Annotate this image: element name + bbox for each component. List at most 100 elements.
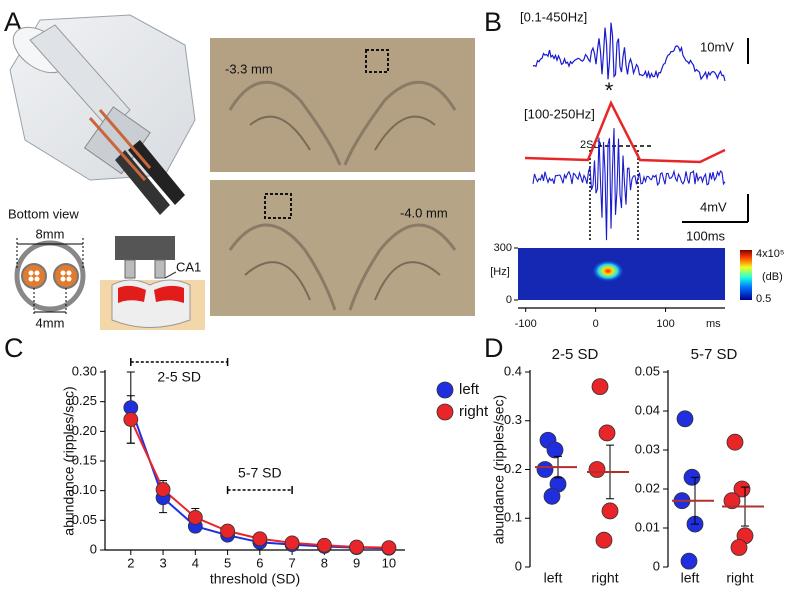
envelope [524,99,726,164]
data-point [543,487,561,505]
y-tick-label: 0.04 [635,402,660,417]
brain-slice [210,38,475,172]
y-tick-label: 0.1 [504,510,522,525]
y-tick-label: 0.05 [635,363,660,378]
x-tick-label: 2 [127,555,134,570]
data-point [381,540,397,556]
data-point [220,523,235,539]
panel-label: B [484,7,502,37]
data-point [730,539,748,556]
bottom-view-diagram [14,238,86,316]
data-point [680,552,698,570]
dimension-label: 4mm [36,315,65,330]
data-point [591,378,609,396]
panel-label: D [484,333,504,363]
y-tick-label: 0.03 [635,441,660,456]
x-tick-label: 8 [321,555,328,570]
y-axis-label: abundance (ripples/sec) [61,386,77,535]
device-drawing [9,14,196,215]
x-tick-label: 3 [159,555,166,570]
data-point [601,502,619,520]
series-line [129,419,389,549]
data-point [588,461,606,478]
legend-label: left [459,381,480,398]
legend-swatch [436,403,454,421]
y-tick-label: 0 [506,294,512,306]
y-tick-label: 0.4 [504,363,522,378]
y-axis-label: abundance (ripples/sec) [491,395,507,544]
raw-trace [532,22,726,82]
y-tick-label: 0.15 [72,452,97,467]
y-tick-label: 0.3 [504,412,522,427]
data-point [723,492,741,510]
brain-schematic [100,236,205,330]
x-tick-label: 6 [256,555,263,570]
chart-title: 5-7 SD [691,346,738,363]
data-point [252,531,268,547]
y-tick-label: 0 [515,558,522,573]
colorbar [740,250,752,300]
data-point [726,433,744,451]
colorbar-label: 4x10⁵ [756,248,784,260]
scale-label: 10mV [700,39,734,54]
x-tick-label: 4 [192,555,199,570]
legend-label: right [459,403,489,420]
trace-label: [100-250Hz] [524,106,595,121]
panel-label: A [4,7,22,37]
slice-label: -3.3 mm [225,61,273,76]
x-tick-label: 7 [288,555,295,570]
legend-swatch [436,381,454,399]
dimension-label: 8mm [36,226,65,241]
slice-label: -4.0 mm [400,205,448,220]
y-tick-label: 0.01 [635,519,660,534]
colorbar-label: 0.5 [756,293,771,305]
peak-marker: * [605,78,614,103]
data-point [733,480,751,498]
data-point [349,539,365,555]
y-tick-label: 0 [90,541,97,556]
data-point [284,535,300,551]
y-tick-label: 0.05 [72,512,97,527]
scale-label: 4mV [700,199,727,214]
x-tick-label: right [591,570,618,586]
filtered-trace [532,128,726,241]
y-tick-label: 0.20 [72,423,97,438]
trace-label: [0.1-450Hz] [520,9,587,24]
data-point [155,482,171,497]
bottom-view-label: Bottom view [8,206,79,221]
y-tick-label: 300 [494,242,512,254]
x-tick-label: right [726,570,753,586]
chart-title: 2-5 SD [552,346,599,363]
x-axis-label: threshold (SD) [210,571,300,587]
y-unit: [Hz] [490,266,510,278]
x-tick-label: 5 [224,555,231,570]
data-point [187,509,203,525]
scale-label: 100ms [686,228,726,243]
spectrogram-peak [592,260,624,282]
panel-label: C [4,333,24,363]
data-point [598,424,616,442]
x-tick-label: -100 [515,318,537,330]
x-tick-label: 10 [382,555,396,570]
bracket-label: 5-7 SD [238,465,282,481]
x-tick-label: 9 [353,555,360,570]
x-tick-label: 0 [593,318,599,330]
data-point [316,537,332,553]
y-tick-label: 0.10 [72,482,97,497]
y-tick-label: 0.2 [504,461,522,476]
x-unit: ms [706,318,721,330]
x-tick-label: 100 [656,318,674,330]
y-tick-label: 0.25 [72,393,97,408]
data-point [676,410,694,428]
brain-slice [210,180,475,316]
colorbar-label: (dB) [762,271,783,283]
x-tick-label: left [544,570,563,586]
y-tick-label: 0.02 [635,480,660,495]
data-point [536,461,554,478]
x-tick-label: left [681,570,700,586]
bracket-label: 2-5 SD [157,369,201,385]
region-label: CA1 [176,259,201,274]
data-point [123,412,139,427]
data-point [546,441,564,459]
